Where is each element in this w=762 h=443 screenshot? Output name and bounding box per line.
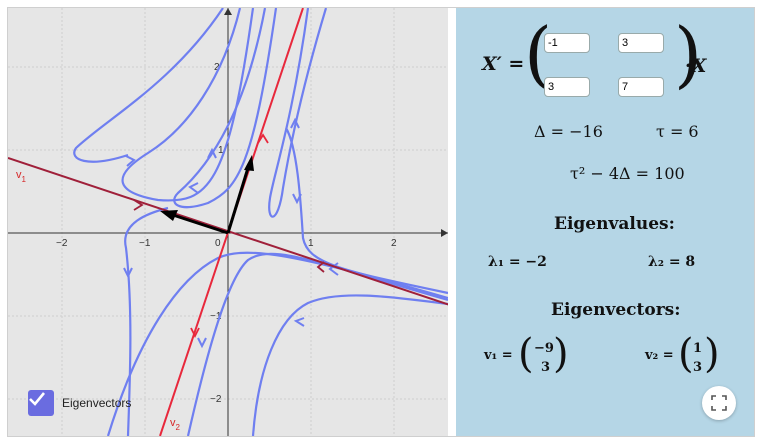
- v1-vector: [172, 213, 229, 235]
- x-tick-label: −1: [139, 238, 151, 249]
- flow-arrow: [125, 155, 136, 167]
- x-tick-label: 0: [215, 238, 221, 249]
- phase-plane-svg: −2 −1 0 1 2 2 1 −1 −2: [8, 8, 456, 436]
- v1-prefix: v₁ =: [484, 348, 513, 363]
- trajectory-curve: [285, 127, 449, 295]
- flow-arrow: [188, 182, 199, 194]
- flow-arrow: [293, 317, 305, 327]
- v2-left-paren: (: [678, 331, 694, 377]
- trajectory-curve: [124, 206, 169, 436]
- trajectory-curve: [251, 294, 449, 436]
- lambda2-text: λ₂ = 8: [648, 254, 696, 270]
- eigenvectors-checkbox[interactable]: [28, 390, 54, 416]
- y-axis-arrow: [224, 8, 232, 15]
- eigenvalues-title: Eigenvalues:: [554, 214, 675, 234]
- trajectory-curve: [186, 252, 449, 436]
- y-tick-label: −1: [210, 311, 222, 322]
- v1-top-value: −9: [534, 341, 554, 356]
- matrix-lhs: X′ =: [482, 53, 525, 75]
- fullscreen-button[interactable]: [702, 386, 736, 420]
- y-tick-label: 1: [218, 145, 224, 156]
- applet-frame: −2 −1 0 1 2 2 1 −1 −2: [7, 7, 755, 437]
- v2-right-paren: ): [704, 331, 720, 377]
- v1-left-paren: (: [518, 331, 534, 377]
- flow-arrow: [257, 133, 269, 144]
- v1-bottom-value: 3: [541, 360, 551, 375]
- eigen-line-arrows: [133, 133, 325, 339]
- flow-arrow: [133, 199, 144, 211]
- v1-eigen-line: [8, 157, 456, 308]
- matrix-a11-input[interactable]: [544, 33, 590, 53]
- trajectory-curve: [106, 251, 449, 436]
- x-tick-label: 1: [308, 238, 314, 249]
- v2-bottom-value: 3: [693, 360, 703, 375]
- x-tick-label: 2: [391, 238, 397, 249]
- fullscreen-icon: [711, 395, 727, 411]
- flow-arrow: [190, 327, 200, 339]
- trajectory-curve: [268, 8, 328, 218]
- flow-arrow: [197, 337, 207, 349]
- lambda1-text: λ₁ = −2: [488, 254, 547, 270]
- info-panel: X′ = ( ) ·X Δ = −16 τ = 6 τ² − 4Δ = 100 …: [456, 8, 754, 436]
- v2-label: v2: [170, 417, 181, 432]
- trajectory-curve: [121, 8, 255, 202]
- trajectory-arrows: [123, 117, 339, 349]
- matrix-right-paren: ): [674, 12, 703, 96]
- matrix-a12-input[interactable]: [618, 33, 664, 53]
- x-tick-label: −2: [56, 238, 68, 249]
- v2-vector: [226, 167, 250, 234]
- checkmark-icon: [29, 392, 46, 406]
- v2-top-value: 1: [693, 341, 703, 356]
- v2-vector-head: [244, 155, 254, 171]
- flow-arrow: [316, 261, 325, 273]
- phase-plane-graph[interactable]: −2 −1 0 1 2 2 1 −1 −2: [8, 8, 456, 436]
- eigenvectors-toggle[interactable]: Eigenvectors: [28, 390, 131, 416]
- v1-vector-head: [160, 210, 178, 221]
- trajectory-curve: [173, 8, 278, 209]
- flow-arrow: [123, 267, 133, 279]
- trajectory-curve: [73, 8, 224, 163]
- v2-prefix: v₂ =: [645, 348, 674, 363]
- trajectories: [73, 8, 449, 436]
- eigenvectors-title: Eigenvectors:: [551, 300, 681, 320]
- trace-text: τ = 6: [656, 122, 699, 141]
- determinant-text: Δ = −16: [534, 122, 603, 141]
- matrix-a22-input[interactable]: [618, 77, 664, 97]
- panel-divider: [448, 8, 456, 436]
- y-tick-label: −2: [210, 394, 222, 405]
- grid: [8, 8, 456, 436]
- v1-right-paren: ): [553, 331, 569, 377]
- y-tick-label: 2: [214, 62, 220, 73]
- matrix-a21-input[interactable]: [544, 77, 590, 97]
- flow-arrow: [207, 147, 217, 159]
- eigenvectors-checkbox-label: Eigenvectors: [62, 396, 132, 410]
- flow-arrow: [328, 262, 339, 276]
- flow-arrow: [292, 193, 302, 205]
- discriminant-text: τ² − 4Δ = 100: [570, 164, 685, 183]
- x-axis-arrow: [441, 229, 448, 237]
- flow-arrow: [290, 117, 300, 129]
- matrix-rhs: ·X: [685, 55, 707, 77]
- v1-label: v1: [16, 169, 27, 184]
